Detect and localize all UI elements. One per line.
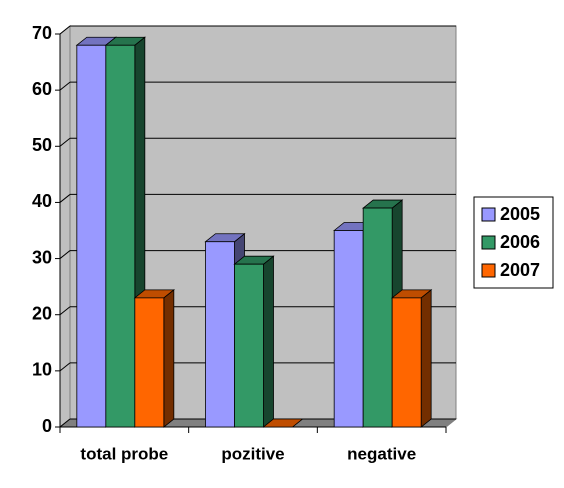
grid-line	[59, 418, 71, 428]
grid-line	[59, 306, 71, 316]
bar	[333, 230, 364, 428]
y-tick-label: 10	[32, 360, 52, 380]
y-tick-label: 70	[32, 23, 52, 43]
grid-line	[59, 81, 71, 91]
bar	[362, 207, 393, 428]
y-tick-label: 50	[32, 135, 52, 155]
bar	[205, 241, 235, 428]
grid-line	[59, 250, 71, 259]
bar	[134, 297, 165, 428]
bar	[105, 44, 136, 428]
bar-side	[163, 289, 175, 428]
grid-line	[59, 25, 71, 35]
bar-side	[263, 255, 274, 428]
y-tick-label: 40	[32, 191, 52, 211]
y-tick-label: 20	[32, 303, 52, 323]
x-tick-label: pozitive	[221, 444, 284, 463]
bar	[234, 263, 264, 428]
y-tick-label: 30	[32, 247, 52, 267]
bar	[391, 297, 422, 428]
x-tick-label: total probe	[80, 444, 168, 463]
legend-label: 2006	[500, 232, 540, 252]
legend-swatch	[481, 235, 496, 250]
grid-line	[59, 194, 71, 203]
legend-swatch	[481, 207, 496, 222]
bar	[76, 44, 107, 428]
y-tick-label: 0	[42, 416, 52, 436]
y-tick-label: 60	[32, 79, 52, 99]
bar-side	[420, 289, 432, 428]
x-tick-label: negative	[347, 444, 416, 463]
legend-label: 2007	[500, 260, 540, 280]
legend-swatch	[481, 263, 496, 278]
grid-line	[59, 362, 71, 372]
bar-top	[262, 418, 304, 428]
legend-label: 2005	[500, 204, 540, 224]
grid-line	[59, 137, 71, 147]
